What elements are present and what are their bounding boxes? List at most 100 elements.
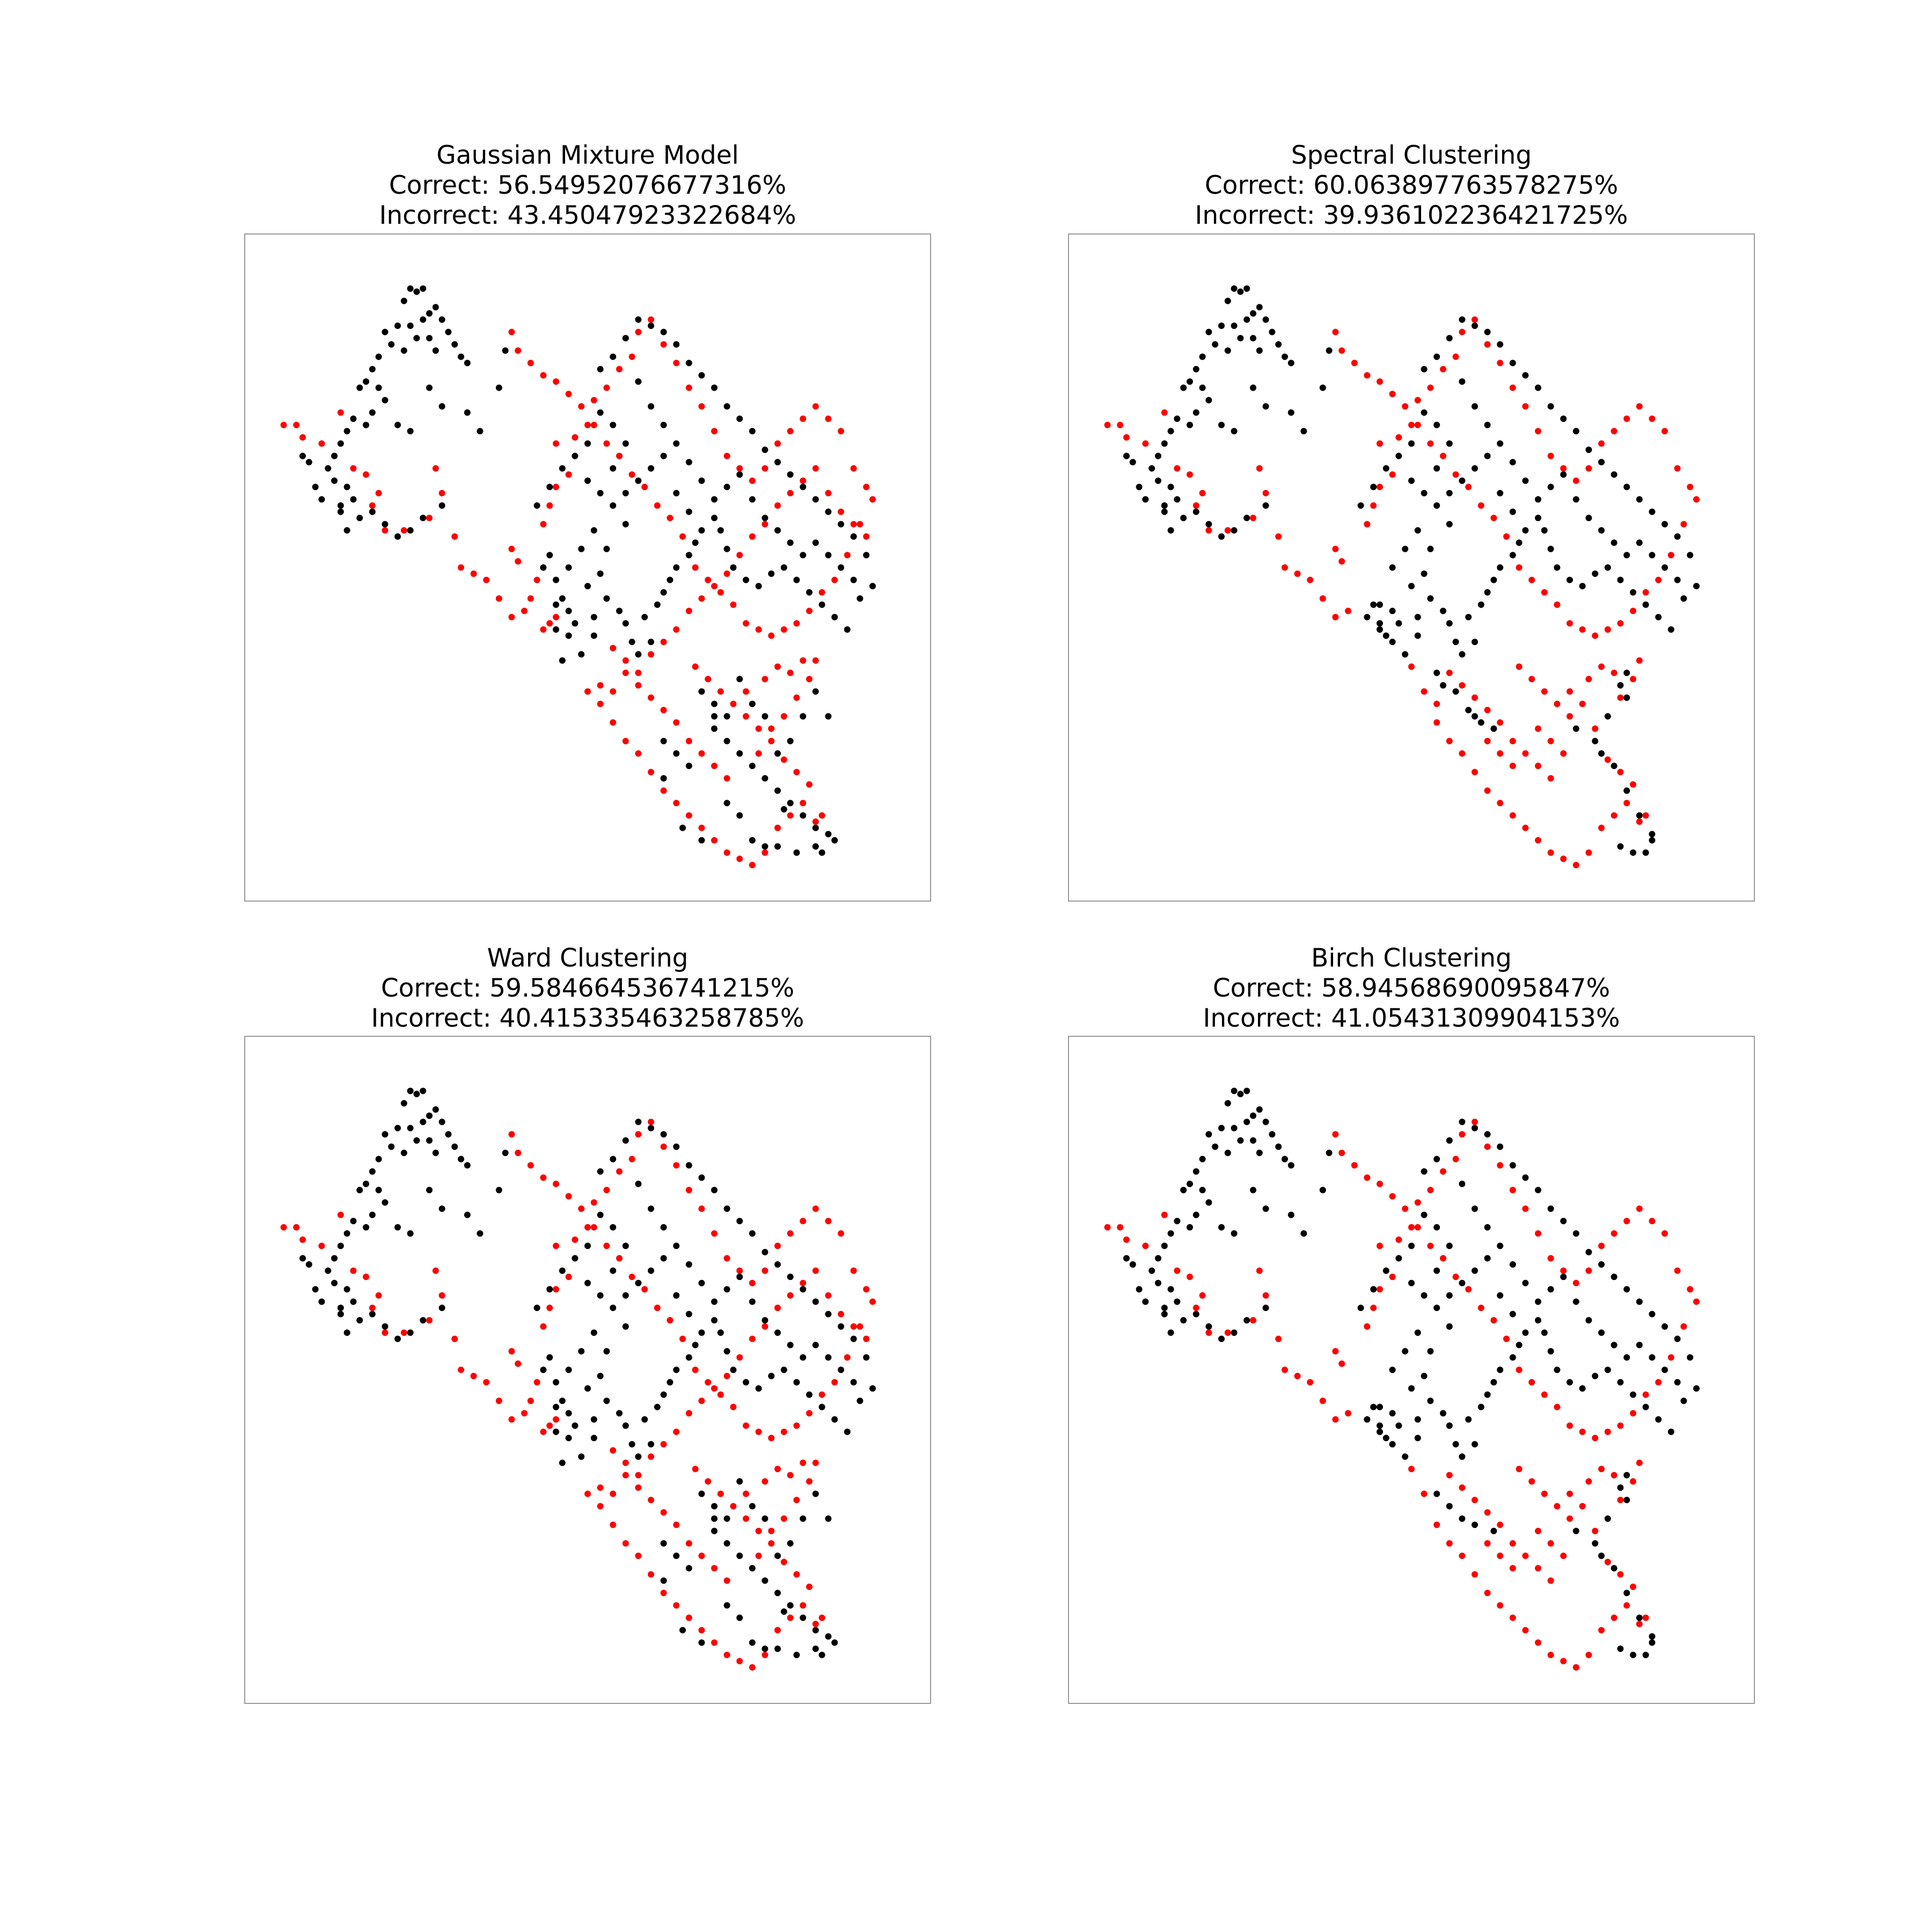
- data-point-correct: [654, 601, 661, 608]
- data-point-correct: [382, 1131, 389, 1138]
- incorrect-text: Incorrect: 43.45047923322684%: [379, 201, 796, 230]
- data-point-correct: [1472, 1125, 1478, 1131]
- data-point-correct: [1484, 328, 1491, 335]
- plot-frame: [1068, 233, 1755, 902]
- data-point-correct: [1205, 521, 1212, 528]
- data-point-incorrect: [660, 341, 667, 348]
- data-point-incorrect: [723, 775, 730, 782]
- data-point-correct: [825, 831, 832, 838]
- data-point-correct: [394, 1335, 401, 1342]
- data-point-correct: [1497, 440, 1504, 447]
- data-point-correct: [1484, 1255, 1491, 1262]
- data-point-incorrect: [818, 1614, 825, 1621]
- data-point-correct: [603, 595, 610, 602]
- data-point-correct: [1243, 515, 1250, 522]
- data-point-incorrect: [1522, 403, 1529, 410]
- data-point-correct: [1446, 1422, 1453, 1429]
- data-point-correct: [1382, 1267, 1389, 1274]
- data-point-correct: [1446, 620, 1453, 627]
- data-point-incorrect: [1611, 669, 1618, 676]
- data-point-correct: [1364, 613, 1371, 620]
- data-point-correct: [1187, 1181, 1193, 1187]
- data-point-incorrect: [787, 1614, 794, 1621]
- data-point-correct: [711, 1503, 718, 1510]
- data-point-incorrect: [1509, 812, 1516, 819]
- data-point-correct: [445, 1131, 452, 1138]
- data-point-correct: [622, 335, 629, 342]
- data-point-correct: [787, 471, 794, 478]
- data-point-incorrect: [1547, 452, 1554, 459]
- data-point-incorrect: [540, 1429, 547, 1435]
- data-point-correct: [1611, 471, 1618, 478]
- data-point-incorrect: [1192, 1305, 1199, 1311]
- data-point-correct: [1617, 682, 1624, 689]
- data-point-correct: [692, 1342, 699, 1349]
- data-point-correct: [863, 1354, 870, 1361]
- data-point-correct: [648, 403, 654, 410]
- data-point-incorrect: [673, 800, 680, 807]
- data-point-correct: [1446, 489, 1453, 496]
- data-point-correct: [812, 1298, 819, 1305]
- data-point-correct: [648, 1205, 654, 1212]
- data-point-incorrect: [1693, 496, 1700, 503]
- data-point-incorrect: [1604, 626, 1611, 633]
- data-point-correct: [1560, 1274, 1567, 1280]
- data-point-incorrect: [1509, 1540, 1516, 1547]
- data-point-correct: [1364, 1416, 1371, 1423]
- data-point-incorrect: [1509, 763, 1516, 770]
- data-point-incorrect: [654, 502, 661, 509]
- data-point-incorrect: [1497, 360, 1504, 367]
- data-point-correct: [350, 1218, 357, 1225]
- data-point-correct: [1231, 285, 1238, 292]
- data-point-correct: [1617, 1484, 1624, 1491]
- data-point-correct: [685, 508, 692, 515]
- data-point-correct: [597, 570, 604, 577]
- data-point-correct: [667, 576, 674, 583]
- data-point-incorrect: [692, 663, 699, 670]
- data-point-incorrect: [1636, 1459, 1643, 1466]
- data-point-incorrect: [1408, 663, 1415, 670]
- data-point-correct: [1636, 1614, 1643, 1621]
- data-point-incorrect: [844, 552, 851, 559]
- data-point-correct: [1395, 1255, 1402, 1262]
- data-point-correct: [1623, 1472, 1630, 1479]
- data-point-incorrect: [533, 1379, 540, 1386]
- data-point-incorrect: [1364, 372, 1371, 379]
- data-point-correct: [1535, 1298, 1541, 1305]
- data-point-correct: [438, 1205, 445, 1212]
- data-point-incorrect: [685, 1540, 692, 1547]
- data-point-correct: [502, 1150, 509, 1157]
- data-point-correct: [1161, 502, 1168, 509]
- data-point-correct: [869, 583, 876, 590]
- data-point-correct: [641, 1416, 648, 1423]
- data-point-incorrect: [540, 372, 547, 379]
- data-point-correct: [464, 1162, 471, 1169]
- data-point-incorrect: [622, 737, 629, 744]
- data-point-incorrect: [787, 1230, 794, 1237]
- data-point-correct: [559, 657, 566, 664]
- data-point-incorrect: [299, 434, 306, 441]
- data-point-correct: [1136, 1286, 1143, 1293]
- data-point-correct: [420, 1118, 427, 1125]
- data-point-incorrect: [1642, 1614, 1649, 1621]
- data-point-incorrect: [508, 1416, 515, 1423]
- data-point-incorrect: [622, 669, 629, 676]
- data-point-incorrect: [1224, 527, 1231, 534]
- data-point-correct: [654, 1403, 661, 1410]
- data-point-incorrect: [1585, 1267, 1592, 1274]
- data-point-incorrect: [1541, 1391, 1548, 1398]
- data-point-incorrect: [1332, 328, 1339, 335]
- data-point-correct: [628, 1441, 635, 1448]
- data-point-correct: [540, 1366, 547, 1373]
- data-point-incorrect: [1345, 608, 1351, 614]
- data-point-correct: [1218, 421, 1225, 428]
- data-point-correct: [1427, 1348, 1434, 1355]
- data-point-correct: [762, 775, 769, 782]
- data-point-incorrect: [590, 1199, 597, 1206]
- data-point-incorrect: [1389, 1274, 1396, 1280]
- data-point-correct: [1642, 849, 1649, 856]
- data-point-correct: [1617, 1645, 1624, 1652]
- data-point-incorrect: [800, 1218, 807, 1225]
- data-point-correct: [780, 564, 787, 571]
- data-point-incorrect: [293, 421, 300, 428]
